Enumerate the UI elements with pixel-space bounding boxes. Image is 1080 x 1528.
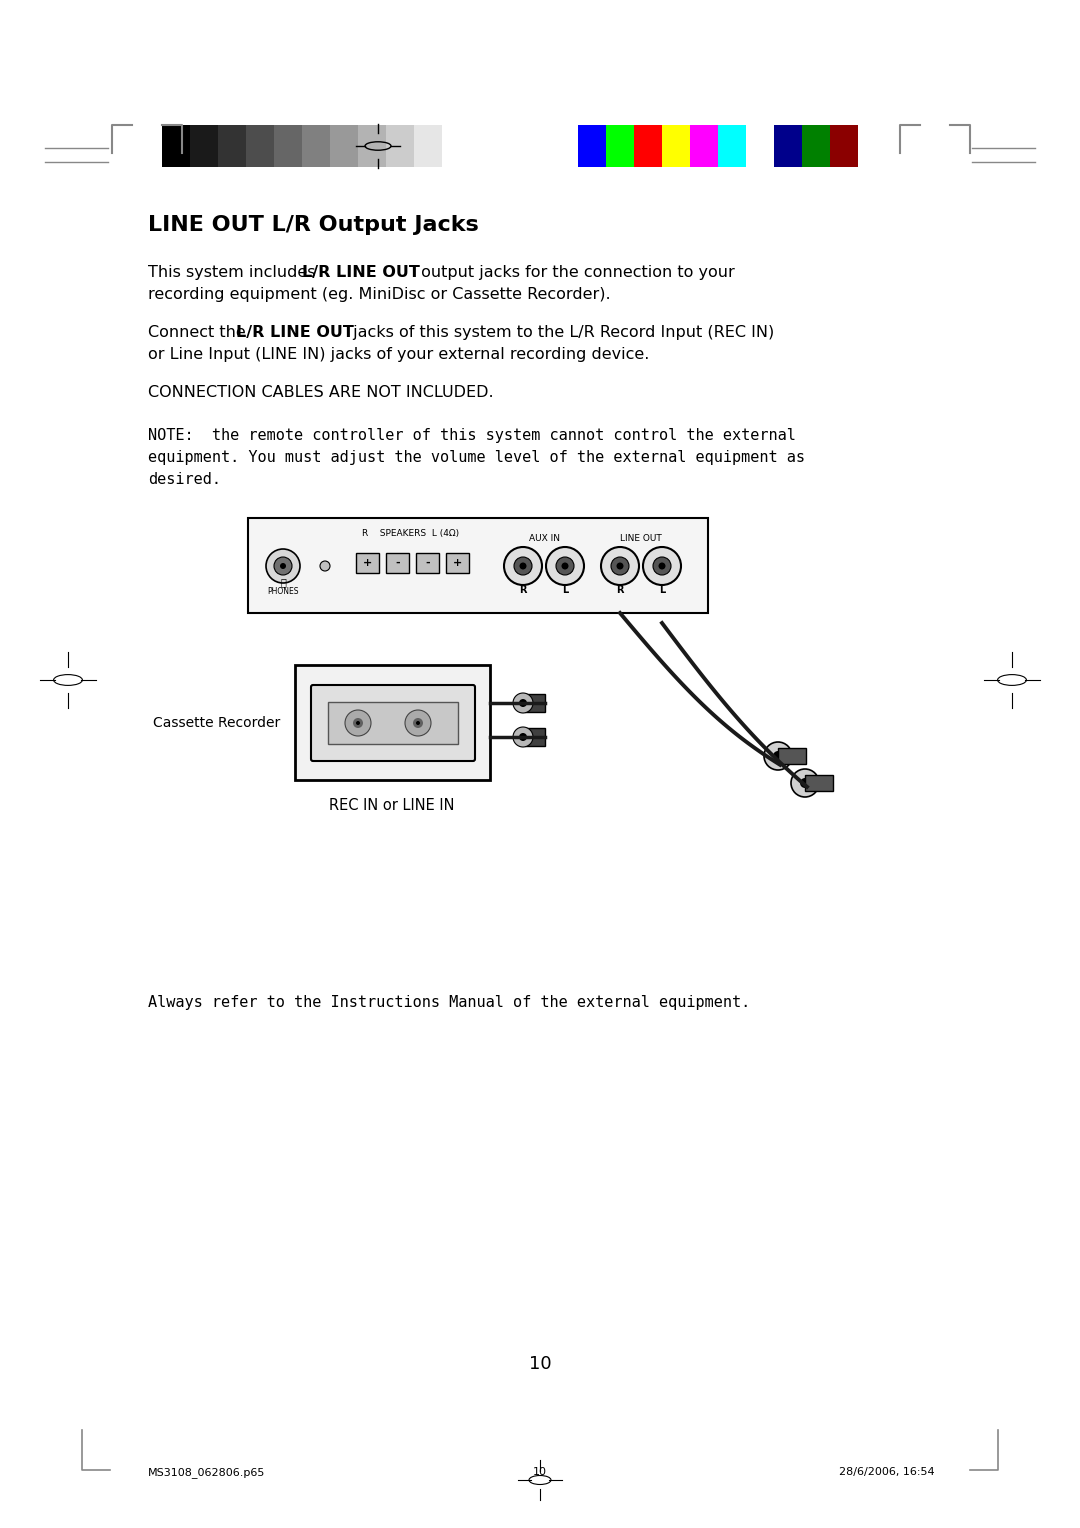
Text: desired.: desired.	[148, 472, 221, 487]
Bar	[218, 125, 246, 167]
Bar	[634, 125, 662, 167]
Circle shape	[504, 547, 542, 585]
Text: Cassette Recorder: Cassette Recorder	[152, 717, 280, 730]
Text: L: L	[659, 585, 665, 594]
Circle shape	[519, 562, 527, 570]
Text: jacks of this system to the L/R Record Input (REC IN): jacks of this system to the L/R Record I…	[348, 325, 774, 341]
Text: +: +	[363, 558, 373, 568]
Text: L/R LINE OUT: L/R LINE OUT	[237, 325, 354, 341]
Text: +: +	[453, 558, 462, 568]
Text: or Line Input (LINE IN) jacks of your external recording device.: or Line Input (LINE IN) jacks of your ex…	[148, 347, 649, 362]
Bar	[356, 553, 379, 573]
Circle shape	[600, 547, 639, 585]
Circle shape	[546, 547, 584, 585]
Circle shape	[773, 750, 783, 761]
Circle shape	[513, 727, 534, 747]
Text: LINE OUT L/R Output Jacks: LINE OUT L/R Output Jacks	[148, 215, 478, 235]
Text: -: -	[426, 558, 430, 568]
Circle shape	[353, 718, 363, 727]
Circle shape	[356, 721, 360, 724]
Bar	[578, 125, 606, 167]
Circle shape	[562, 562, 568, 570]
Bar	[746, 125, 774, 167]
Bar	[525, 727, 545, 746]
Circle shape	[611, 558, 629, 575]
Bar	[248, 518, 708, 613]
Circle shape	[416, 721, 420, 724]
Text: R    SPEAKERS  L (4Ω): R SPEAKERS L (4Ω)	[363, 529, 460, 538]
Text: This system includes: This system includes	[148, 264, 321, 280]
Bar	[805, 775, 833, 792]
Text: Connect the: Connect the	[148, 325, 251, 341]
Circle shape	[513, 694, 534, 714]
Circle shape	[320, 561, 330, 571]
FancyBboxPatch shape	[311, 685, 475, 761]
Text: L/R LINE OUT: L/R LINE OUT	[302, 264, 420, 280]
Circle shape	[413, 718, 423, 727]
Text: output jacks for the connection to your: output jacks for the connection to your	[416, 264, 734, 280]
Text: NOTE:  the remote controller of this system cannot control the external: NOTE: the remote controller of this syst…	[148, 428, 796, 443]
Text: -: -	[395, 558, 400, 568]
Text: R: R	[519, 585, 527, 594]
Circle shape	[556, 558, 573, 575]
Text: recording equipment (eg. MiniDisc or Cassette Recorder).: recording equipment (eg. MiniDisc or Cas…	[148, 287, 610, 303]
Bar	[718, 125, 746, 167]
Bar	[162, 125, 190, 167]
Text: REC IN or LINE IN: REC IN or LINE IN	[329, 798, 455, 813]
Circle shape	[405, 711, 431, 736]
Bar	[246, 125, 274, 167]
Circle shape	[643, 547, 681, 585]
Circle shape	[653, 558, 671, 575]
Bar	[442, 125, 470, 167]
Circle shape	[266, 549, 300, 584]
Bar	[774, 125, 802, 167]
Bar	[778, 749, 806, 764]
Bar	[386, 125, 414, 167]
Circle shape	[791, 769, 819, 798]
Circle shape	[519, 733, 527, 741]
Circle shape	[345, 711, 372, 736]
Bar	[190, 125, 218, 167]
Bar	[416, 553, 438, 573]
Circle shape	[274, 558, 292, 575]
Bar	[386, 553, 409, 573]
Circle shape	[280, 562, 286, 568]
Bar	[606, 125, 634, 167]
Text: AUX IN: AUX IN	[528, 533, 559, 542]
Bar	[414, 125, 442, 167]
Text: 10: 10	[529, 1355, 551, 1374]
Text: CONNECTION CABLES ARE NOT INCLUDED.: CONNECTION CABLES ARE NOT INCLUDED.	[148, 385, 494, 400]
Bar	[302, 125, 330, 167]
Text: equipment. You must adjust the volume level of the external equipment as: equipment. You must adjust the volume le…	[148, 451, 805, 465]
Bar	[525, 694, 545, 712]
Bar	[446, 553, 469, 573]
Bar	[330, 125, 357, 167]
Bar	[690, 125, 718, 167]
Bar	[662, 125, 690, 167]
Circle shape	[519, 698, 527, 707]
Bar	[274, 125, 302, 167]
Text: LINE OUT: LINE OUT	[620, 533, 662, 542]
Bar	[295, 665, 490, 779]
Bar	[802, 125, 831, 167]
Circle shape	[659, 562, 665, 570]
Text: 10: 10	[534, 1467, 546, 1478]
Circle shape	[764, 743, 792, 770]
Text: R: R	[617, 585, 624, 594]
Text: 28/6/2006, 16:54: 28/6/2006, 16:54	[839, 1467, 935, 1478]
Text: ⎙: ⎙	[280, 578, 286, 587]
Circle shape	[800, 778, 810, 788]
Bar	[328, 701, 458, 744]
Text: L: L	[562, 585, 568, 594]
Circle shape	[617, 562, 623, 570]
Text: MS3108_062806.p65: MS3108_062806.p65	[148, 1467, 266, 1478]
Text: PHONES: PHONES	[267, 587, 299, 596]
Bar	[357, 125, 386, 167]
Bar	[831, 125, 858, 167]
Text: Always refer to the Instructions Manual of the external equipment.: Always refer to the Instructions Manual …	[148, 995, 751, 1010]
Circle shape	[514, 558, 532, 575]
